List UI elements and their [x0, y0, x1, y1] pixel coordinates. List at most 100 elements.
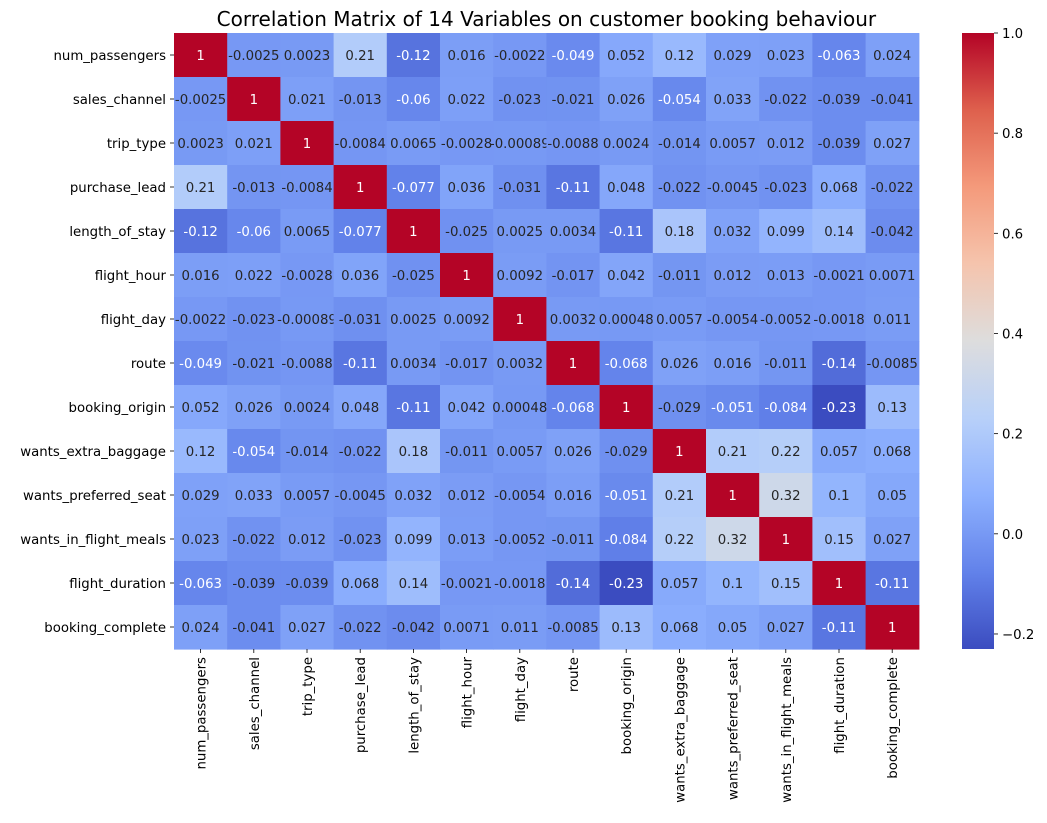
- heatmap-cell: [865, 33, 920, 78]
- cell-value-label: -0.0085: [547, 621, 598, 636]
- heatmap-cell: [440, 561, 494, 606]
- colorbar-tick-label: 0.6: [1002, 227, 1023, 242]
- heatmap-cell: [280, 77, 335, 122]
- cell-value-label: 0.048: [341, 401, 379, 416]
- heatmap-cell: [759, 341, 813, 386]
- cell-value-label: 0.024: [873, 49, 911, 64]
- cell-value-label: 0.022: [448, 93, 486, 108]
- heatmap-cell: [174, 429, 228, 474]
- heatmap-cell: [333, 209, 388, 254]
- heatmap-cell: [599, 297, 654, 342]
- heatmap-cell: [174, 385, 228, 430]
- heatmap-cell: [280, 561, 335, 606]
- cell-value-label: -0.022: [232, 533, 275, 548]
- heatmap-cell: [759, 605, 813, 650]
- cell-value-label: 0.21: [718, 445, 748, 460]
- cell-value-label: 0.12: [186, 445, 216, 460]
- cell-value-label: 0.22: [771, 445, 801, 460]
- heatmap-cell: [812, 209, 867, 254]
- row-label: booking_origin: [69, 401, 166, 416]
- heatmap-cell: [865, 517, 920, 562]
- cell-value-label: -0.021: [232, 357, 275, 372]
- heatmap-cell: [386, 517, 441, 562]
- cell-value-label: 0.0092: [443, 313, 490, 328]
- cell-value-label: 0.0065: [390, 137, 437, 152]
- heatmap-cell: [652, 561, 707, 606]
- cell-value-label: 1: [782, 533, 790, 548]
- heatmap-cell: [812, 297, 867, 342]
- heatmap-cell: [759, 297, 813, 342]
- cell-value-label: 0.027: [873, 533, 911, 548]
- cell-value-label: -0.014: [286, 445, 329, 460]
- cell-value-label: 0.021: [288, 93, 326, 108]
- cell-value-label: 0.029: [182, 489, 220, 504]
- heatmap-cell: [812, 253, 867, 298]
- cell-value-label: 1: [356, 181, 364, 196]
- cell-value-label: 0.042: [448, 401, 486, 416]
- heatmap-cell: [493, 253, 547, 298]
- heatmap-cell: [706, 473, 760, 518]
- heatmap-cell: [759, 77, 813, 122]
- cell-value-label: 0.32: [718, 533, 748, 548]
- heatmap-cell: [280, 429, 335, 474]
- column-label: sales_channel: [248, 657, 263, 750]
- heatmap-cell: [706, 429, 760, 474]
- column-label: flight_day: [514, 657, 529, 722]
- cell-value-label: -0.0084: [335, 137, 386, 152]
- cell-value-label: -0.023: [339, 533, 382, 548]
- cell-value-label: -0.084: [764, 401, 807, 416]
- column-label: booking_complete: [886, 657, 901, 779]
- cell-value-label: 0.22: [665, 533, 695, 548]
- cell-value-label: 0.0025: [497, 225, 544, 240]
- heatmap-cell: [386, 297, 441, 342]
- heatmap-cell: [493, 33, 547, 78]
- cell-value-label: -0.039: [818, 137, 861, 152]
- cell-value-label: 0.032: [394, 489, 432, 504]
- chart-title: Correlation Matrix of 14 Variables on cu…: [217, 7, 877, 31]
- heatmap-cell: [174, 77, 228, 122]
- heatmap-cell: [333, 165, 388, 210]
- heatmap-cell: [812, 605, 867, 650]
- row-label: length_of_stay: [69, 225, 166, 240]
- cell-value-label: 0.21: [665, 489, 695, 504]
- heatmap-cell: [599, 121, 654, 166]
- cell-value-label: 0.057: [820, 445, 858, 460]
- heatmap-cell: [280, 165, 335, 210]
- cell-value-label: 0.012: [767, 137, 805, 152]
- cell-value-label: 0.0057: [497, 445, 544, 460]
- heatmap-cell: [865, 561, 920, 606]
- cell-value-label: 0.023: [182, 533, 220, 548]
- heatmap-cell: [386, 473, 441, 518]
- heatmap-cell: [174, 209, 228, 254]
- cell-value-label: 0.057: [660, 577, 698, 592]
- cell-value-label: 0.021: [235, 137, 273, 152]
- heatmap-cell: [227, 297, 281, 342]
- heatmap-cell: [386, 341, 441, 386]
- heatmap-cell: [174, 297, 228, 342]
- heatmap-cell: [440, 429, 494, 474]
- heatmap-cell: [174, 33, 228, 78]
- cell-value-label: -0.0018: [494, 577, 545, 592]
- heatmap-cell: [493, 605, 547, 650]
- cell-value-label: -0.013: [232, 181, 275, 196]
- heatmap-cell: [812, 341, 867, 386]
- cell-value-label: 0.12: [665, 49, 695, 64]
- heatmap-cell: [706, 517, 760, 562]
- heatmap-cell: [227, 33, 281, 78]
- cell-value-label: -0.021: [552, 93, 595, 108]
- heatmap-cell: [227, 605, 281, 650]
- heatmap-cell: [493, 473, 547, 518]
- cell-value-label: -0.023: [764, 181, 807, 196]
- cell-value-label: 0.016: [554, 489, 592, 504]
- cell-value-label: 0.032: [714, 225, 752, 240]
- cell-value-label: 0.026: [554, 445, 592, 460]
- heatmap-cell: [440, 385, 494, 430]
- heatmap-cell: [652, 429, 707, 474]
- cell-value-label: 1: [516, 313, 524, 328]
- row-label: trip_type: [107, 137, 166, 152]
- cell-value-label: -0.0021: [813, 269, 864, 284]
- heatmap-cell: [333, 561, 388, 606]
- column-label: wants_preferred_seat: [727, 657, 742, 800]
- cell-value-label: 0.099: [394, 533, 432, 548]
